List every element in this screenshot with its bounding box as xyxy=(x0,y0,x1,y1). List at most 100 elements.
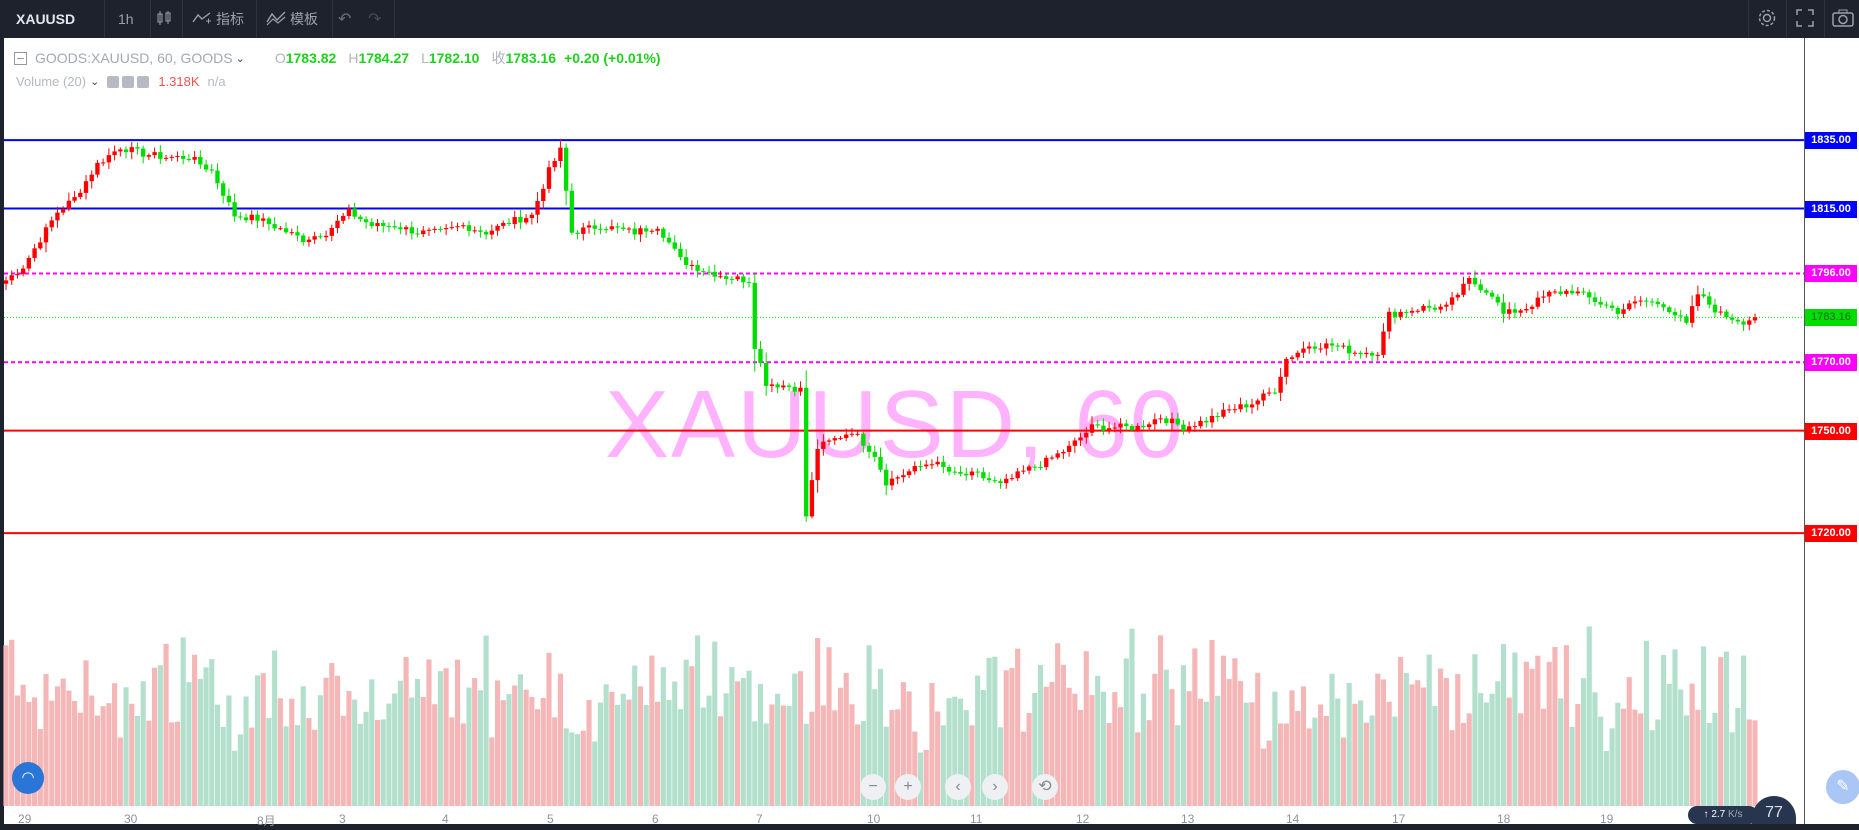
volume-bar xyxy=(946,698,952,806)
candle-body xyxy=(1415,310,1420,312)
chevron-down-icon[interactable]: ⌄ xyxy=(90,76,100,88)
volume-bar xyxy=(557,673,563,806)
indicators-button[interactable]: 指标 xyxy=(192,0,244,38)
candle-body xyxy=(1489,292,1495,297)
scroll-left-button[interactable]: ‹ xyxy=(945,774,971,800)
templates-button[interactable]: 模板 xyxy=(266,0,318,38)
volume-bar xyxy=(523,689,529,806)
collapse-legend-icon[interactable] xyxy=(14,51,27,65)
candle-body xyxy=(123,149,129,153)
volume-bar xyxy=(129,703,135,806)
gear-icon[interactable] xyxy=(122,75,135,88)
volume-bar xyxy=(529,697,535,806)
candle-body xyxy=(426,229,432,231)
candle-body xyxy=(866,445,872,452)
interval-button[interactable]: 1h xyxy=(118,11,134,27)
series-name[interactable]: GOODS:XAUUSD, 60, GOODS xyxy=(35,50,233,66)
volume-bar xyxy=(786,705,792,806)
candle-body xyxy=(409,227,414,234)
candle-style-button[interactable] xyxy=(155,0,173,38)
settings-button[interactable] xyxy=(1756,0,1778,38)
candle-body xyxy=(415,233,420,235)
zoom-in-button[interactable]: + xyxy=(895,774,921,800)
candle-body xyxy=(1558,291,1563,294)
volume-bar xyxy=(1260,748,1267,806)
volume-bar xyxy=(32,697,38,806)
candle-body xyxy=(432,228,437,230)
volume-bar xyxy=(603,684,609,806)
candle-body xyxy=(1735,319,1741,322)
zoom-out-button[interactable]: − xyxy=(860,774,886,800)
candle-body xyxy=(301,235,306,243)
candle-body xyxy=(312,236,317,240)
candle-body xyxy=(786,385,792,387)
volume-bar xyxy=(1438,668,1444,806)
time-tick-label: 7 xyxy=(756,812,763,826)
candle-body xyxy=(1198,420,1203,427)
eye-icon[interactable] xyxy=(107,75,120,88)
candle-body xyxy=(100,162,106,164)
candle-body xyxy=(89,174,94,182)
candle-body xyxy=(375,223,380,227)
time-tick-label: 5 xyxy=(547,812,554,826)
volume-bar xyxy=(94,715,101,806)
volume-bar xyxy=(820,705,826,806)
volume-bar xyxy=(552,717,558,806)
candle-body xyxy=(1335,345,1340,347)
volume-bar xyxy=(1249,702,1255,806)
candle-body xyxy=(643,228,649,232)
candle-body xyxy=(981,472,986,479)
scroll-right-button[interactable]: › xyxy=(982,774,1008,800)
fullscreen-button[interactable] xyxy=(1796,0,1814,38)
series-menu-icon[interactable]: ⌄ xyxy=(235,52,245,65)
volume-bar xyxy=(1255,672,1261,806)
candle-body xyxy=(638,228,643,235)
volume-bar xyxy=(963,710,969,806)
candle-body xyxy=(1061,451,1066,454)
volume-bar xyxy=(1175,725,1181,806)
candle-body xyxy=(1255,400,1260,405)
candle-body xyxy=(541,188,546,201)
volume-bar xyxy=(1483,702,1489,806)
volume-bar xyxy=(374,719,381,806)
volume-bar xyxy=(9,639,15,806)
volume-bar xyxy=(763,723,769,806)
volume-bar xyxy=(906,691,912,806)
volume-bar xyxy=(272,650,278,806)
volume-bar xyxy=(306,718,312,806)
volume-bar xyxy=(632,665,638,806)
edit-button[interactable]: ✎ xyxy=(1826,770,1859,804)
time-tick-label: 10 xyxy=(867,812,881,826)
volume-bar xyxy=(197,678,203,806)
candle-body xyxy=(1175,418,1180,425)
templates-icon xyxy=(266,10,286,29)
volume-bar xyxy=(1186,691,1192,806)
volume-bar xyxy=(254,675,261,806)
volume-bar xyxy=(1289,690,1295,806)
open-value: 1783.82 xyxy=(285,50,337,66)
candle-body xyxy=(701,270,706,272)
close-icon[interactable] xyxy=(137,75,150,88)
volume-bar xyxy=(546,652,552,806)
logo-icon[interactable]: ◠ xyxy=(12,762,44,794)
redo-button[interactable]: ↷ xyxy=(368,0,381,38)
volume-label[interactable]: Volume (20) xyxy=(16,74,87,89)
volume-bar xyxy=(729,667,735,806)
snapshot-button[interactable] xyxy=(1832,0,1854,38)
candle-body xyxy=(552,161,557,168)
candle-body xyxy=(1295,352,1300,358)
volume-bar xyxy=(1100,691,1106,806)
undo-button[interactable]: ↶ xyxy=(338,0,351,38)
candle-body xyxy=(878,456,883,470)
volume-bar xyxy=(1638,713,1644,806)
candle-body xyxy=(1724,311,1729,318)
volume-bar xyxy=(586,699,592,806)
redo-icon: ↷ xyxy=(368,11,382,28)
reset-chart-button[interactable]: ⟲ xyxy=(1032,774,1058,800)
symbol-search-button[interactable]: XAUUSD xyxy=(16,11,76,27)
candle-body xyxy=(20,268,26,275)
volume-bar xyxy=(26,701,32,806)
candle-body xyxy=(952,471,957,473)
candle-body xyxy=(632,228,637,235)
